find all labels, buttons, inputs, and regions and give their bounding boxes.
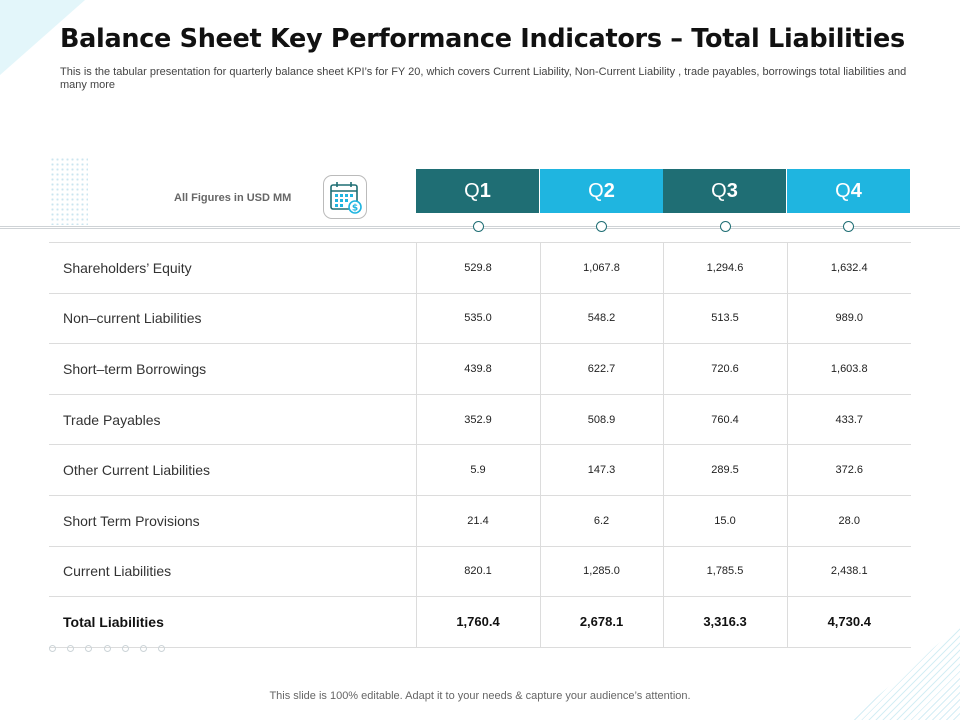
row-label: Trade Payables [49,394,416,446]
table-cell: 1,294.6 [662,242,787,294]
table-cell: 2,438.1 [786,546,911,598]
row-label: Short–term Borrowings [49,343,416,395]
table-cell: 15.0 [662,495,787,547]
table-cell: 720.6 [662,343,787,395]
table-cell: 1,785.5 [662,546,787,598]
table-cell: 1,067.8 [539,242,663,294]
kpi-table: Shareholders’ Equity 529.8 1,067.8 1,294… [49,242,911,648]
table-cell: 4,730.4 [786,596,911,648]
dot-grid-decoration [50,157,88,225]
table-cell: 352.9 [415,394,540,446]
table-cell: 289.5 [662,444,787,496]
decor-dot [139,645,147,652]
row-label: Total Liabilities [49,596,416,648]
table-cell: 433.7 [786,394,911,446]
timeline-dot-q3 [720,221,731,232]
table-cell: 28.0 [786,495,911,547]
table-cell: 760.4 [662,394,787,446]
table-cell: 2,678.1 [539,596,663,648]
page-subtitle: This is the tabular presentation for qua… [60,66,907,91]
table-cell: 1,285.0 [539,546,663,598]
calendar-dollar-icon-box: $ [323,175,367,219]
table-cell: 622.7 [539,343,663,395]
table-cell: 820.1 [415,546,540,598]
page-title: Balance Sheet Key Performance Indicators… [60,24,905,54]
table-cell: 3,316.3 [662,596,787,648]
dot-row-decoration [49,645,166,652]
table-cell: 6.2 [539,495,663,547]
table-cell: 508.9 [539,394,663,446]
timeline-dot-q4 [843,221,854,232]
table-cell: 535.0 [415,293,540,345]
calendar-dollar-icon: $ [330,182,362,214]
row-label: Short Term Provisions [49,495,416,547]
decor-dot [158,645,166,652]
timeline-dot-q2 [596,221,607,232]
table-cell: 1,632.4 [786,242,911,294]
table-row: Trade Payables 352.9 508.9 760.4 433.7 [49,394,911,446]
timeline-dot-q1 [473,221,484,232]
table-cell: 147.3 [539,444,663,496]
decor-dot [103,645,111,652]
corner-decoration-top-left [0,0,85,75]
decor-dot [67,645,75,652]
table-cell: 529.8 [415,242,540,294]
svg-text:$: $ [352,204,358,214]
row-label: Shareholders’ Equity [49,242,416,294]
decor-dot [85,645,93,652]
table-cell: 5.9 [415,444,540,496]
table-row: Other Current Liabilities 5.9 147.3 289.… [49,444,911,496]
table-row: Short–term Borrowings 439.8 622.7 720.6 … [49,343,911,395]
table-row-total: Total Liabilities 1,760.4 2,678.1 3,316.… [49,596,911,648]
row-label: Non–current Liabilities [49,293,416,345]
decor-dot [121,645,129,652]
table-cell: 548.2 [539,293,663,345]
row-label: Current Liabilities [49,546,416,598]
row-label: Other Current Liabilities [49,444,416,496]
table-cell: 1,603.8 [786,343,911,395]
figures-unit-label: All Figures in USD MM [174,192,292,204]
table-cell: 439.8 [415,343,540,395]
table-cell: 513.5 [662,293,787,345]
table-row: Current Liabilities 820.1 1,285.0 1,785.… [49,546,911,598]
footer-note: This slide is 100% editable. Adapt it to… [269,690,691,702]
table-row: Short Term Provisions 21.4 6.2 15.0 28.0 [49,495,911,547]
decor-dot [49,645,56,652]
table-cell: 21.4 [415,495,540,547]
table-cell: 1,760.4 [415,596,540,648]
table-row: Non–current Liabilities 535.0 548.2 513.… [49,293,911,345]
table-cell: 372.6 [786,444,911,496]
table-row: Shareholders’ Equity 529.8 1,067.8 1,294… [49,242,911,294]
table-cell: 989.0 [786,293,911,345]
